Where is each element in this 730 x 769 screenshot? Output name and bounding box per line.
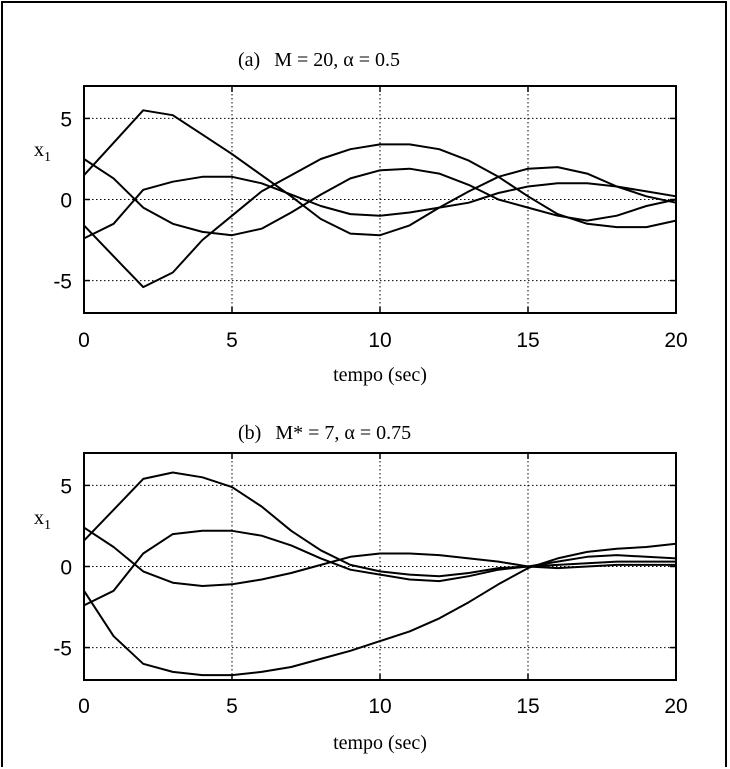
x-tick-label: 20	[664, 329, 687, 352]
series-line-1	[83, 471, 676, 578]
y-tick-label: -5	[53, 638, 72, 661]
y-tick-label: 5	[60, 475, 72, 498]
y-tick-label: 5	[60, 108, 72, 131]
x-tick-label: 5	[226, 329, 238, 352]
x-axis-label: tempo (sec)	[333, 364, 427, 386]
panel-title: (b) M* = 7, α = 0.75	[238, 422, 411, 444]
series-line-3	[83, 158, 677, 237]
series-line-3	[83, 526, 676, 587]
series-line-2	[83, 143, 677, 289]
series-line-4	[83, 529, 677, 607]
y-axis-label-subscript: 1	[44, 150, 51, 165]
x-tick-label: 0	[78, 695, 90, 718]
series-line-1	[83, 109, 677, 237]
y-axis-label: x1	[34, 139, 51, 165]
series-line-2	[83, 542, 677, 677]
panel-title: (a) M = 20, α = 0.5	[238, 49, 400, 71]
y-tick-label: -5	[53, 271, 72, 294]
panel-title-label: (a)	[238, 49, 260, 71]
panel-title-params: M = 20, α = 0.5	[274, 49, 400, 71]
x-tick-label: 20	[664, 695, 687, 718]
y-tick-label: 0	[60, 190, 72, 213]
panel-title-label: (b)	[238, 422, 261, 444]
y-axis-label-subscript: 1	[44, 518, 51, 533]
x-tick-label: 0	[78, 329, 90, 352]
x-axis-label: tempo (sec)	[333, 732, 427, 754]
y-axis-label: x1	[34, 507, 51, 533]
y-axis-label-main: x	[34, 139, 44, 161]
y-axis-label-main: x	[34, 507, 44, 529]
x-tick-label: 10	[368, 329, 391, 352]
panel-a: (a) M = 20, α = 0.5 0 5 10 15 20 5 0 -5 x1 tempo (s…	[34, 49, 688, 386]
y-tick-label: 0	[60, 557, 72, 580]
x-tick-label: 10	[368, 695, 391, 718]
panel-b: (b) M* = 7, α = 0.75 0 5 10 15 20 5 0 -5 x1 tempo (…	[34, 422, 688, 754]
series-line-4	[83, 175, 677, 240]
x-tick-label: 15	[516, 329, 539, 352]
x-tick-label: 5	[226, 695, 238, 718]
x-tick-label: 15	[516, 695, 539, 718]
panel-title-params: M* = 7, α = 0.75	[275, 422, 411, 444]
